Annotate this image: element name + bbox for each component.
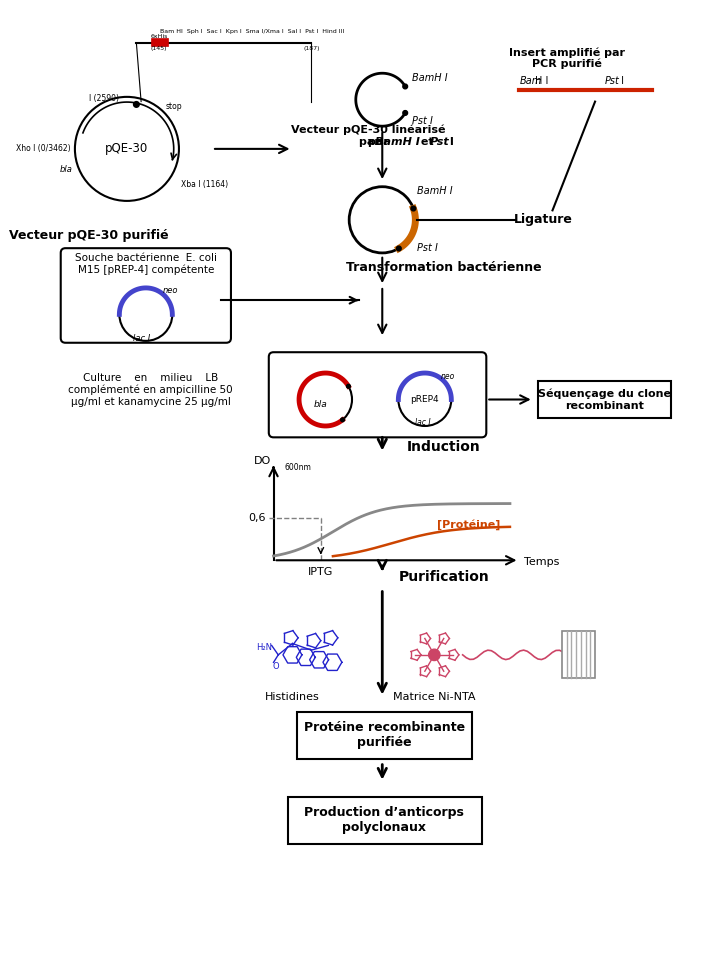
Text: BamH I: BamH I [375,138,420,147]
Text: 600nm: 600nm [285,463,312,472]
Text: Xho I (0/3462): Xho I (0/3462) [16,144,70,153]
Circle shape [396,246,401,250]
Text: IPTG: IPTG [308,567,333,576]
Text: PCR purifié: PCR purifié [532,58,602,69]
Circle shape [403,84,408,89]
Circle shape [347,384,350,388]
Text: (187): (187) [303,46,320,51]
Text: Bam HI  Sph I  Sac I  Kpn I  Sma I/Xma I  Sal I  Pst I  Hind III: Bam HI Sph I Sac I Kpn I Sma I/Xma I Sal… [160,29,345,33]
Circle shape [75,97,179,201]
Text: Souche bactérienne  E. coli: Souche bactérienne E. coli [75,252,217,263]
Text: Histidines: Histidines [265,692,320,703]
Bar [288,796,481,844]
Circle shape [429,649,440,661]
FancyBboxPatch shape [269,352,486,437]
Text: Xba I (1164): Xba I (1164) [181,181,228,189]
Circle shape [119,288,172,341]
Text: Pst I: Pst I [418,243,438,253]
Text: H I: H I [535,76,548,86]
Text: Insert amplifié par: Insert amplifié par [508,47,625,57]
Text: I (2590): I (2590) [89,95,119,103]
Text: Temps: Temps [524,557,559,567]
Text: [Protéine]: [Protéine] [437,519,501,530]
Text: et: et [418,138,437,147]
Circle shape [403,111,408,116]
Text: pQE-30: pQE-30 [106,142,149,156]
Text: (145): (145) [151,46,167,51]
Text: I: I [446,138,454,147]
Text: 6xHis: 6xHis [150,34,168,39]
Text: Transformation bactérienne: Transformation bactérienne [346,261,542,273]
Text: lac I: lac I [133,334,151,342]
Text: par: par [359,138,384,147]
Bar [150,38,167,46]
Circle shape [133,101,139,107]
Circle shape [340,418,345,422]
Text: I: I [618,76,624,86]
Text: Vecteur pQE-30 linéarisé: Vecteur pQE-30 linéarisé [291,124,445,135]
Text: H₂N: H₂N [256,642,272,652]
Circle shape [411,206,415,211]
Text: Pst: Pst [430,138,450,147]
Text: Purification: Purification [398,571,489,584]
Text: Production d’anticorps
polyclonaux: Production d’anticorps polyclonaux [304,806,464,835]
Text: Bam: Bam [520,76,542,86]
Text: Séquençage du clone
recombinant: Séquençage du clone recombinant [538,388,671,410]
FancyBboxPatch shape [61,249,231,343]
Text: Ni: Ni [429,650,440,660]
Text: Vecteur pQE-30 purifié: Vecteur pQE-30 purifié [9,229,169,242]
Text: bla: bla [60,165,73,174]
Text: O: O [272,662,279,671]
Text: par: par [368,138,393,147]
Circle shape [349,186,415,253]
Text: neo: neo [162,286,178,295]
Text: lac I: lac I [415,418,431,426]
Text: BamH I: BamH I [412,73,447,83]
Text: 0,6: 0,6 [248,512,266,523]
Text: M15 [pREP-4] compétente: M15 [pREP-4] compétente [78,265,214,275]
Text: pREP4: pREP4 [411,395,439,404]
Bar [297,711,472,759]
Text: stop: stop [166,102,182,111]
Circle shape [299,373,352,426]
Text: BamH I: BamH I [418,186,453,196]
Circle shape [398,373,452,426]
Text: Ligature: Ligature [513,213,572,227]
Text: Pst I: Pst I [412,117,432,126]
Text: bla: bla [314,400,328,409]
Text: Culture    en    milieu    LB
complémenté en ampicilline 50
μg/ml et kanamycine : Culture en milieu LB complémenté en ampi… [68,373,233,407]
Text: Matrice Ni-NTA: Matrice Ni-NTA [393,692,476,703]
Text: DO: DO [255,456,272,466]
Text: Induction: Induction [407,440,481,454]
Text: Protéine recombinante
purifiée: Protéine recombinante purifiée [303,721,464,750]
Bar [562,631,595,679]
Text: neo: neo [440,372,454,381]
Text: Pst: Pst [605,76,620,86]
Bar [538,380,671,419]
